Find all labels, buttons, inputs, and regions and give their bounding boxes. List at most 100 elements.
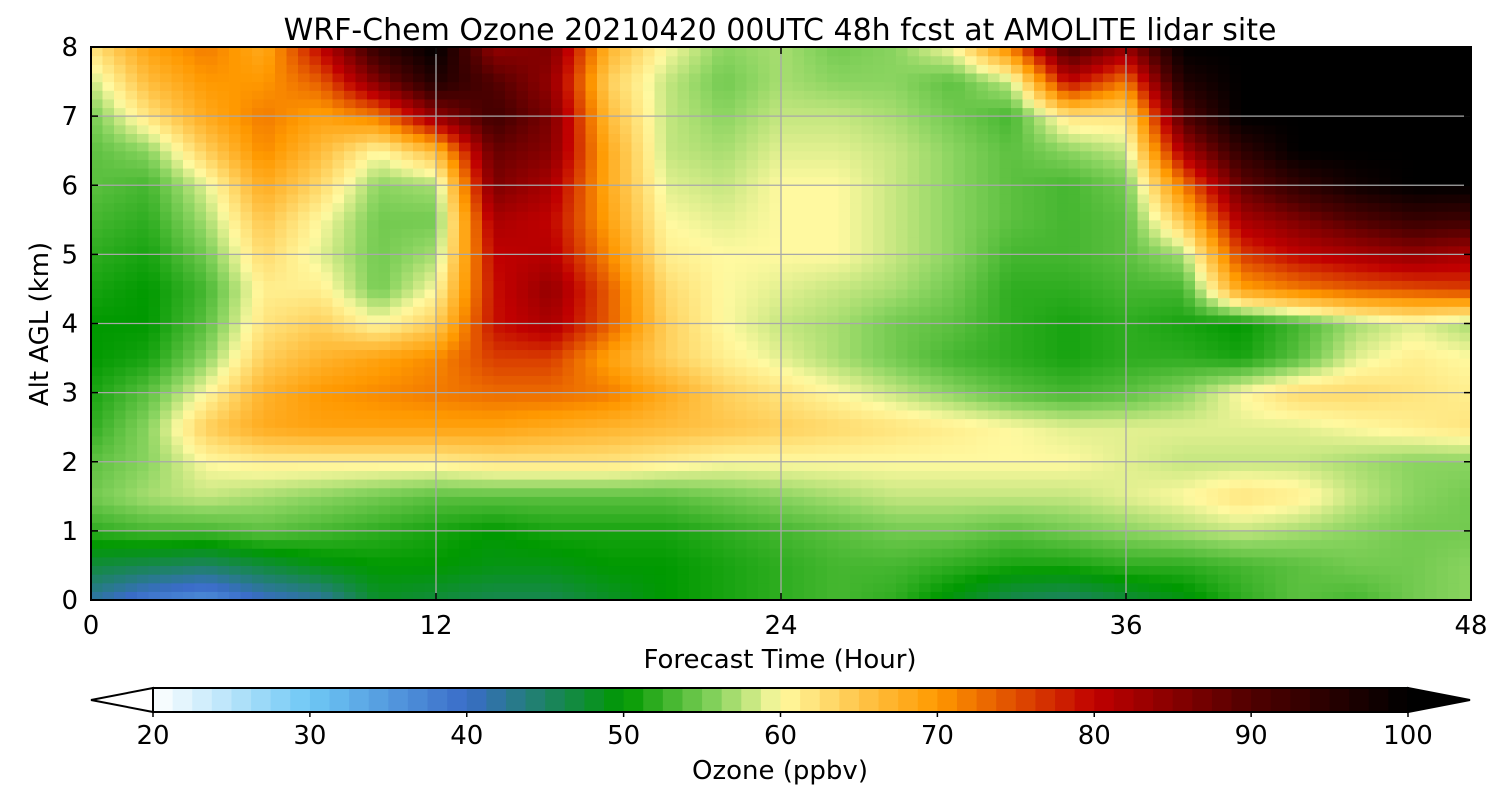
heatmap-cell — [758, 591, 771, 600]
heatmap-cell — [539, 159, 552, 169]
heatmap-cell — [263, 418, 276, 428]
heatmap-cell — [689, 366, 702, 376]
heatmap-cell — [746, 453, 759, 463]
heatmap-cell — [677, 522, 690, 532]
heatmap-cell — [217, 574, 230, 584]
heatmap-cell — [390, 522, 403, 532]
heatmap-cell — [160, 358, 173, 368]
heatmap-cell — [528, 176, 541, 186]
heatmap-cell — [792, 461, 805, 471]
heatmap-cell — [677, 263, 690, 273]
heatmap-cell — [746, 47, 759, 57]
heatmap-cell — [815, 271, 828, 281]
heatmap-cell — [838, 47, 851, 57]
heatmap-cell — [447, 167, 460, 178]
heatmap-cell — [137, 383, 150, 394]
heatmap-cell — [401, 366, 414, 376]
heatmap-cell — [666, 211, 679, 221]
heatmap-cell — [275, 237, 288, 247]
heatmap-cell — [137, 211, 150, 221]
heatmap-cell — [953, 55, 966, 65]
heatmap-cell — [769, 55, 782, 65]
heatmap-cell — [631, 548, 644, 558]
heatmap-cell — [827, 219, 840, 230]
heatmap-cell — [815, 81, 828, 91]
heatmap-cell — [677, 556, 690, 567]
heatmap-cell — [965, 444, 978, 454]
heatmap-cell — [390, 245, 403, 255]
heatmap-cell — [620, 288, 633, 299]
heatmap-cell — [551, 314, 564, 325]
heatmap-cell — [723, 565, 736, 575]
heatmap-cell — [700, 453, 713, 463]
heatmap-cell — [275, 453, 288, 463]
heatmap-cell — [539, 124, 552, 135]
heatmap-cell — [493, 366, 506, 376]
heatmap-cell — [976, 245, 989, 255]
heatmap-cell — [792, 340, 805, 351]
heatmap-cell — [907, 150, 920, 160]
heatmap-cell — [551, 81, 564, 91]
heatmap-cell — [286, 582, 299, 592]
heatmap-cell — [309, 280, 322, 290]
heatmap-cell — [91, 64, 104, 74]
heatmap-cell — [493, 202, 506, 212]
heatmap-cell — [965, 202, 978, 212]
heatmap-cell — [907, 64, 920, 74]
heatmap-cell — [723, 271, 736, 281]
heatmap-cell — [125, 150, 138, 160]
heatmap-cell — [102, 444, 115, 454]
heatmap-cell — [597, 185, 610, 195]
heatmap-cell — [631, 427, 644, 437]
heatmap-cell — [102, 219, 115, 230]
heatmap-cell — [712, 349, 725, 359]
heatmap-cell — [884, 202, 897, 212]
heatmap-cell — [516, 591, 529, 600]
heatmap-cell — [332, 479, 345, 489]
heatmap-cell — [160, 314, 173, 325]
heatmap-cell — [919, 245, 932, 255]
heatmap-cell — [344, 211, 357, 221]
heatmap-cell — [861, 487, 874, 497]
heatmap-cell — [758, 176, 771, 186]
heatmap-cell — [861, 211, 874, 221]
heatmap-cell — [850, 375, 863, 385]
heatmap-cell — [942, 72, 955, 83]
heatmap-cell — [896, 306, 909, 316]
heatmap-cell — [482, 150, 495, 160]
heatmap-cell — [896, 496, 909, 506]
heatmap-cell — [585, 228, 598, 238]
heatmap-cell — [114, 55, 127, 65]
heatmap-cell — [160, 142, 173, 152]
heatmap-cell — [827, 470, 840, 480]
heatmap-cell — [873, 513, 886, 523]
heatmap-cell — [574, 591, 587, 600]
heatmap-cell — [275, 280, 288, 290]
heatmap-cell — [907, 288, 920, 299]
heatmap-cell — [378, 574, 391, 584]
heatmap-cell — [712, 323, 725, 333]
heatmap-cell — [321, 366, 334, 376]
heatmap-cell — [298, 340, 311, 351]
heatmap-cell — [942, 237, 955, 247]
heatmap-cell — [229, 150, 242, 160]
heatmap-cell — [804, 185, 817, 195]
heatmap-cell — [355, 392, 368, 402]
heatmap-cell — [321, 392, 334, 402]
heatmap-cell — [884, 211, 897, 221]
heatmap-cell — [804, 107, 817, 117]
heatmap-cell — [206, 340, 219, 351]
heatmap-cell — [850, 263, 863, 273]
heatmap-cell — [723, 107, 736, 117]
heatmap-cell — [884, 159, 897, 169]
heatmap-cell — [298, 81, 311, 91]
heatmap-cell — [574, 504, 587, 515]
heatmap-cell — [827, 375, 840, 385]
heatmap-cell — [183, 444, 196, 454]
heatmap-cell — [160, 522, 173, 532]
heatmap-cell — [160, 64, 173, 74]
heatmap-cell — [125, 522, 138, 532]
heatmap-cell — [482, 159, 495, 169]
heatmap-cell — [160, 565, 173, 575]
heatmap-cell — [620, 124, 633, 135]
